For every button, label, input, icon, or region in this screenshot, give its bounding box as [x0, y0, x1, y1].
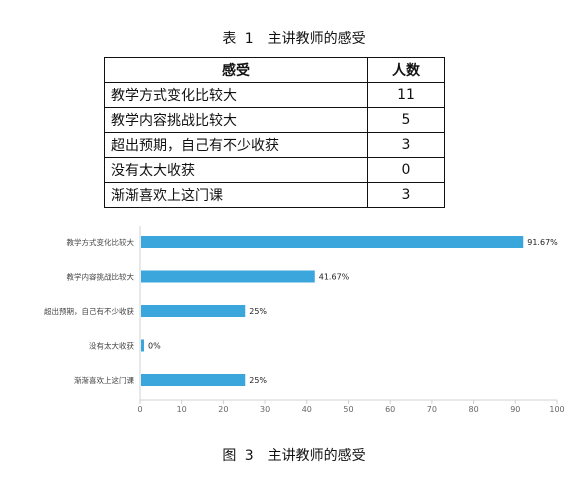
x-tick-label: 20: [218, 405, 228, 414]
category-label: 没有太大收获: [89, 341, 134, 351]
x-tick-label: 70: [427, 405, 437, 414]
row-label: 超出预期，自己有不少收获: [104, 132, 368, 158]
data-label: 25%: [249, 307, 267, 316]
figure-caption: 图 3 主讲教师的感受: [222, 448, 366, 464]
row-label: 没有太大收获: [104, 157, 368, 183]
row-count: 5: [367, 107, 445, 133]
row-label: 渐渐喜欢上这门课: [104, 182, 368, 208]
category-label: 超出预期，自己有不少收获: [44, 306, 134, 316]
x-tick-label: 100: [549, 405, 564, 414]
x-tick-label: 90: [510, 405, 520, 414]
table-caption: 表 1 主讲教师的感受: [222, 31, 366, 47]
category-label: 渐渐喜欢上这门课: [74, 375, 134, 385]
header-feeling: 感受: [104, 57, 368, 83]
table-row: 没有太大收获 0: [104, 157, 445, 183]
table-row: 教学内容挑战比较大 5: [104, 107, 445, 133]
feelings-table: 感受 人数 教学方式变化比较大 11 教学内容挑战比较大 5 超出预期，自己有不…: [104, 57, 445, 208]
category-label: 教学内容挑战比较大: [67, 272, 135, 282]
table-row: 渐渐喜欢上这门课 3: [104, 182, 445, 208]
data-label: 25%: [249, 376, 267, 385]
data-label: 41.67%: [319, 273, 350, 282]
bar: [141, 374, 246, 386]
category-label: 教学方式变化比较大: [67, 237, 135, 247]
row-label: 教学方式变化比较大: [104, 82, 368, 108]
table-row: 超出预期，自己有不少收获 3: [104, 132, 445, 158]
row-count: 11: [367, 82, 445, 108]
bar: [141, 339, 144, 352]
row-count: 3: [367, 182, 445, 208]
row-count: 3: [367, 132, 445, 158]
x-tick-label: 60: [385, 405, 395, 414]
table-row: 教学方式变化比较大 11: [104, 82, 445, 108]
bar: [141, 270, 315, 283]
x-tick-label: 10: [177, 405, 187, 414]
x-tick-label: 30: [260, 405, 270, 414]
data-label: 0%: [148, 342, 161, 351]
row-label: 教学内容挑战比较大: [104, 107, 368, 133]
x-tick-label: 50: [343, 405, 353, 414]
x-tick-label: 40: [302, 405, 312, 414]
row-count: 0: [367, 157, 445, 183]
bar: [141, 305, 246, 317]
bar-chart: 0 10 20 30 40 50 60 70 80 90 100 教学方式变化比较大 91.67% 教学内…: [44, 226, 565, 414]
header-count: 人数: [367, 57, 445, 83]
data-label: 91.67%: [527, 238, 558, 247]
bar: [141, 236, 524, 248]
x-tick-label: 0: [137, 405, 142, 414]
x-tick-label: 80: [469, 405, 479, 414]
table-header-row: 感受 人数: [104, 57, 445, 83]
